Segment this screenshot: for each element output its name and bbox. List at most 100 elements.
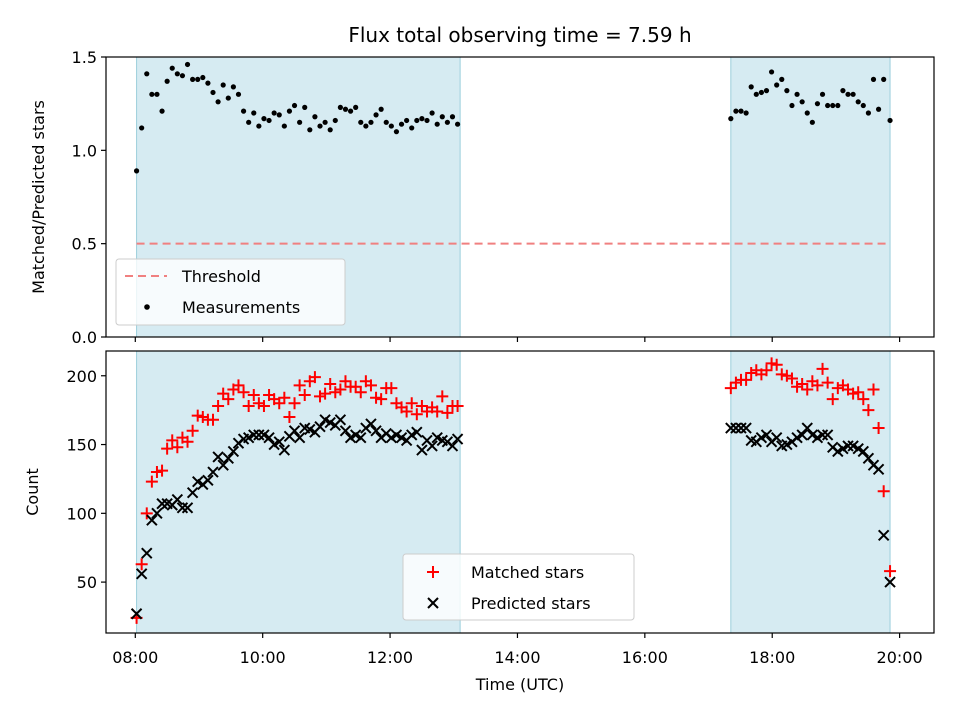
measurements-point	[409, 125, 415, 131]
measurements-point	[887, 117, 893, 124]
measurements-point	[230, 84, 236, 90]
matched-stars-point	[242, 400, 255, 413]
predicted-stars-point	[842, 440, 854, 452]
measurements-point	[353, 104, 359, 110]
matched-stars-point	[166, 434, 179, 447]
predicted-stars-point	[146, 514, 158, 526]
measurements-point	[347, 108, 354, 114]
matched-stars-point	[207, 413, 220, 426]
predicted-stars-point	[821, 429, 834, 441]
matched-stars-point	[161, 442, 174, 455]
predicted-stars-point	[725, 422, 737, 434]
measurements-point	[363, 123, 369, 129]
matched-stars-point	[780, 369, 793, 382]
matched-stars-point	[288, 397, 301, 410]
matched-stars-point	[181, 435, 194, 448]
x-tick-label: 08:00	[112, 648, 158, 667]
measurements-point	[789, 102, 795, 109]
predicted-stars-point	[862, 452, 875, 465]
matched-stars-point	[186, 424, 199, 437]
predicted-stars-point	[857, 445, 870, 458]
measurements-point	[149, 91, 155, 97]
predicted-stars-point	[411, 426, 423, 438]
matched-stars-point	[339, 375, 352, 388]
matched-stars-point	[884, 565, 897, 578]
x-tick-label: 12:00	[367, 648, 413, 667]
matched-legend-swatch	[427, 566, 439, 578]
measurements-point	[133, 168, 140, 174]
matched-stars-point	[308, 371, 321, 384]
measurements-point	[378, 106, 384, 112]
predicted-stars-point	[151, 507, 163, 520]
predicted-stars-point	[365, 418, 377, 430]
chart-title: Flux total observing time = 7.59 h	[348, 23, 691, 47]
predicted-stars-point	[278, 444, 291, 456]
matched-stars-point	[410, 408, 423, 421]
measurements-point	[281, 123, 287, 129]
measurements-point	[312, 114, 318, 120]
x-tick-label: 16:00	[622, 648, 668, 667]
matched-stars-point	[724, 382, 737, 395]
measurements-point	[240, 108, 247, 114]
measurements-point	[758, 89, 764, 96]
predicted-stars-point	[355, 431, 367, 444]
measurements-point	[865, 110, 871, 116]
measurements-point	[881, 76, 887, 82]
matched-stars-point	[237, 386, 250, 399]
predicted-stars-point	[186, 486, 199, 499]
matched-stars-point	[775, 368, 788, 381]
measurements-point	[840, 88, 846, 94]
matched-stars-point	[740, 373, 753, 386]
measurements-point	[276, 112, 282, 118]
measurements-point	[743, 110, 749, 116]
measurements-point	[799, 99, 805, 105]
predicted-stars-point	[130, 608, 143, 620]
measurements-point	[429, 110, 435, 116]
measurements-point	[733, 108, 739, 114]
measurements-point	[358, 119, 364, 125]
predicted-stars-point	[334, 414, 347, 426]
predicted-stars-point	[181, 502, 194, 514]
predicted-stars-point	[796, 429, 808, 441]
predicted-stars-point	[156, 497, 168, 510]
measurements-point	[845, 91, 851, 97]
matched-stars-point	[729, 376, 742, 389]
measurements-point	[200, 74, 206, 81]
matched-stars-point	[872, 422, 885, 435]
count-y-tick-label: 100	[66, 504, 97, 523]
measurements-point	[870, 76, 877, 82]
measurements-point	[860, 102, 866, 109]
matched-stars-point	[171, 441, 184, 454]
matched-stars-point	[831, 382, 844, 395]
matched-stars-point	[385, 382, 398, 395]
matched-stars-point	[760, 364, 773, 377]
predicted-stars-point	[760, 429, 773, 441]
predicted-stars-point	[872, 463, 885, 476]
measurements-point	[809, 119, 815, 125]
matched-stars-point	[319, 387, 332, 400]
measurements-point	[169, 65, 175, 71]
count-y-tick-label: 200	[66, 367, 97, 386]
predicted-stars-point	[877, 529, 890, 542]
measurements-point	[728, 116, 734, 122]
measurements-point	[342, 106, 349, 112]
predicted-stars-point	[735, 422, 747, 434]
predicted-stars-point	[370, 425, 382, 437]
measurements-point	[297, 119, 303, 125]
matched-stars-point	[140, 507, 153, 520]
matched-stars-point	[196, 411, 209, 424]
measurements-point	[398, 121, 405, 127]
measurements-point	[814, 101, 821, 107]
matched-stars-point	[811, 379, 824, 392]
matched-stars-point	[298, 389, 311, 402]
predicted-stars-point	[212, 451, 224, 463]
matched-stars-point	[765, 357, 778, 370]
matched-stars-point	[349, 380, 362, 393]
measurements-point	[855, 99, 861, 105]
matched-stars-point	[877, 485, 890, 498]
predicted-stars-point	[816, 429, 829, 441]
predicted-stars-point	[222, 452, 234, 465]
measurements-point	[368, 119, 374, 125]
measurements-point	[404, 117, 410, 124]
count-panel: 50 100 150 200 08:00 10:00 12:00 14:00 16:00 18:…	[23, 350, 935, 694]
